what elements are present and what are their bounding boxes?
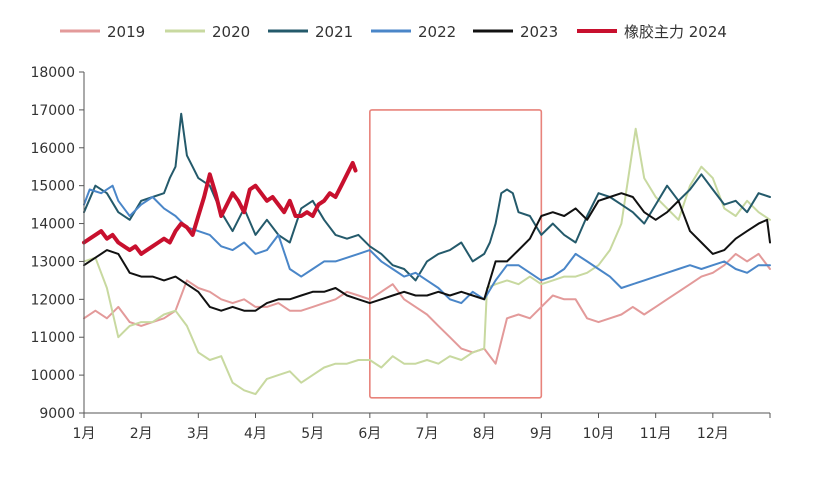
series-layer (82, 112, 771, 396)
x-tick-label: 1月 (73, 426, 96, 442)
y-tick-label: 17000 (30, 103, 75, 119)
y-tick-label: 11000 (30, 330, 75, 346)
highlight-rectangle (369, 109, 543, 399)
legend: 2019 2020 2021 2022 2023 橡胶主力 2024 (60, 23, 727, 41)
series-line-3 (83, 184, 771, 305)
x-tick-label: 7月 (416, 426, 439, 442)
legend-label: 橡胶主力 2024 (624, 23, 727, 41)
y-tick-label: 16000 (30, 141, 75, 157)
axes: 9000 10000 11000 12000 13000 14000 15000 16000 1… (30, 65, 771, 442)
series-line-1 (83, 127, 771, 396)
y-tick-label: 15000 (30, 179, 75, 195)
legend-label: 2023 (520, 23, 558, 41)
highlight-box (369, 109, 543, 399)
series-line-4 (83, 192, 771, 312)
legend-label: 2021 (315, 23, 353, 41)
legend-label: 2020 (212, 23, 250, 41)
x-tick-label: 10月 (583, 426, 615, 442)
y-tick-label: 9000 (39, 406, 75, 422)
legend-label: 2022 (418, 23, 456, 41)
x-tick-label: 9月 (530, 426, 553, 442)
legend-label: 2019 (107, 23, 145, 41)
y-tick-label: 12000 (30, 292, 75, 308)
series-line-2 (83, 112, 771, 282)
y-tick-label: 13000 (30, 254, 75, 270)
y-tick-label: 10000 (30, 368, 75, 384)
series-line-0 (83, 252, 771, 365)
x-tick-label: 2月 (130, 426, 153, 442)
y-tick-label: 18000 (30, 65, 75, 81)
series-line-5 (82, 160, 358, 256)
x-tick-label: 8月 (473, 426, 496, 442)
x-tick-label: 4月 (244, 426, 267, 442)
x-tick-label: 11月 (640, 426, 672, 442)
y-tick-label: 14000 (30, 217, 75, 233)
x-tick-label: 3月 (187, 426, 210, 442)
x-tick-label: 6月 (358, 426, 381, 442)
x-tick-label: 12月 (697, 426, 729, 442)
x-tick-label: 5月 (301, 426, 324, 442)
